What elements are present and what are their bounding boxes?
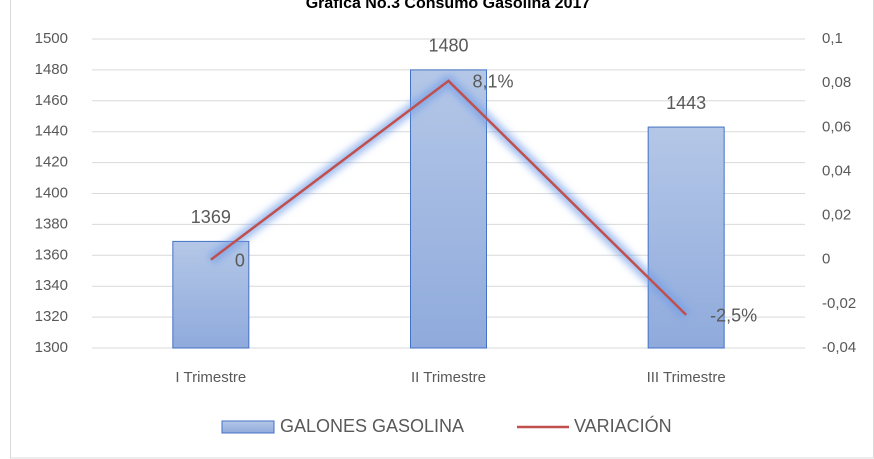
- line-value-label: 8,1%: [473, 72, 514, 92]
- y-tick-label: 1380: [35, 215, 68, 232]
- line: [210, 79, 688, 316]
- line-value-label: 0: [235, 250, 245, 270]
- x-tick-label: II Trimestre: [411, 369, 486, 386]
- y2-tick-label: 0,06: [822, 118, 851, 135]
- y2-tick-label: -0,02: [822, 295, 856, 312]
- x-tick-label: III Trimestre: [647, 369, 726, 386]
- bar-value-label: 1480: [428, 36, 468, 56]
- legend-swatch: [221, 420, 275, 434]
- y2-tick-label: 0,1: [822, 30, 843, 47]
- chart-title: Gráfica No.3 Consumo Gasolina 2017: [306, 0, 591, 12]
- y2-tick-label: 0,04: [822, 162, 851, 179]
- y-tick-label: 1460: [35, 92, 68, 109]
- y-tick-label: 1500: [35, 30, 68, 47]
- bar: [410, 69, 487, 349]
- y-tick-label: 1340: [35, 277, 68, 294]
- y2-tick-label: 0,02: [822, 207, 851, 224]
- y2-tick-label: 0,08: [822, 74, 851, 91]
- bar-value-label: 1369: [191, 207, 231, 227]
- bar-value-label: 1443: [666, 93, 706, 113]
- y2-tick-label: -0,04: [822, 339, 856, 356]
- y2-tick-label: 0: [822, 251, 830, 268]
- line-value-label: -2,5%: [710, 306, 757, 326]
- y-tick-label: 1420: [35, 154, 68, 171]
- x-tick-label: I Trimestre: [175, 369, 246, 386]
- legend-label: VARIACIÓN: [574, 415, 672, 436]
- y-tick-label: 1440: [35, 123, 68, 140]
- legend-label: GALONES GASOLINA: [280, 416, 464, 436]
- y-tick-label: 1360: [35, 246, 68, 263]
- y-tick-label: 1320: [35, 308, 68, 325]
- y-tick-label: 1400: [35, 184, 68, 201]
- y-tick-label: 1480: [35, 61, 68, 78]
- y-tick-label: 1300: [35, 339, 68, 356]
